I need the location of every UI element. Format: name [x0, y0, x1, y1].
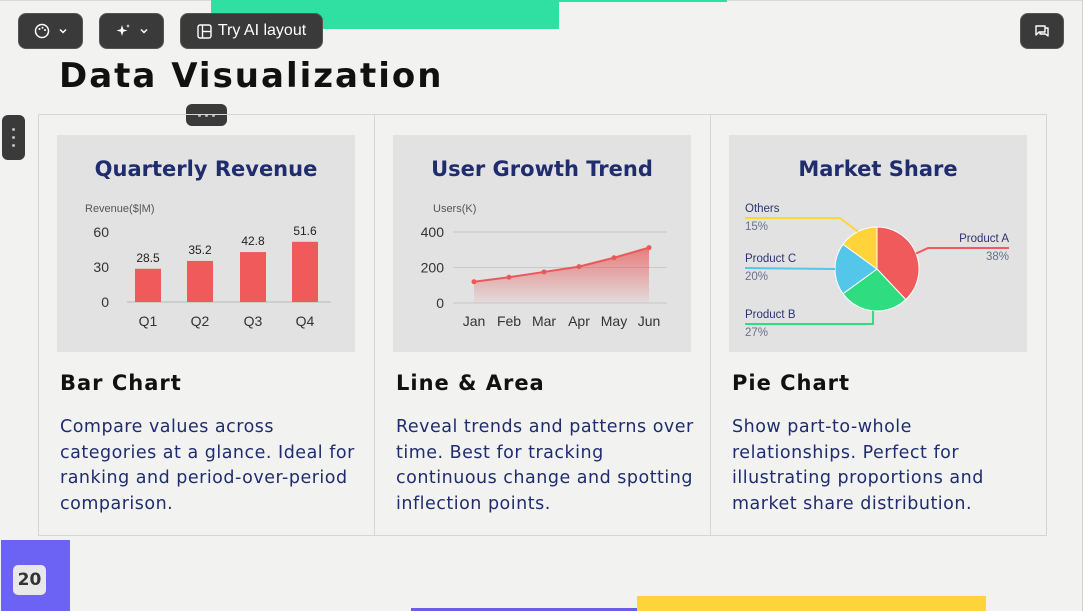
x-tick-label: Feb — [497, 313, 521, 329]
layout-icon — [197, 23, 212, 39]
data-point — [471, 279, 477, 285]
card-heading: Line & Area — [396, 371, 545, 395]
leader-line — [744, 267, 836, 270]
slice-name-label: Others — [745, 203, 780, 215]
slice-name-label: Product B — [745, 309, 796, 321]
x-tick-label: May — [601, 313, 627, 329]
y-tick-label: 30 — [93, 259, 109, 275]
page-title: Data Visualization — [59, 56, 444, 96]
y-tick-label: 200 — [421, 260, 445, 276]
y-tick-label: 400 — [421, 224, 445, 240]
data-label: 28.5 — [136, 251, 160, 265]
card-heading: Pie Chart — [732, 371, 851, 395]
chart-title: Quarterly Revenue — [94, 157, 318, 181]
card-heading: Bar Chart — [60, 371, 182, 395]
data-label: 51.6 — [293, 224, 317, 238]
x-tick-label: Jan — [463, 313, 486, 329]
decor-green-line — [559, 0, 727, 2]
x-tick-label: Q1 — [139, 313, 158, 329]
sparkle-icon — [116, 24, 130, 36]
y-tick-label: 60 — [93, 224, 109, 240]
slice-value-label: 15% — [745, 221, 768, 233]
y-tick-label: 0 — [436, 295, 444, 311]
series-line — [473, 246, 650, 283]
pie-slice — [876, 226, 920, 301]
x-tick-label: Q4 — [296, 313, 315, 329]
x-tick-label: Apr — [568, 313, 590, 329]
slide-number: 20 — [13, 565, 46, 595]
data-point — [541, 269, 547, 275]
line-area-chart: Users(K) 0 200 400 Jan Feb Mar Apr May Jun — [421, 203, 667, 329]
card-bar-chart[interactable]: Quarterly Revenue Revenue($|M) 0 30 60 28.5… — [39, 115, 375, 535]
data-label: 35.2 — [188, 243, 212, 257]
data-point — [611, 255, 617, 261]
bar — [135, 268, 161, 302]
bar-chart: Revenue($|M) 0 30 60 28.5 Q1 35.2 Q2 42.8 Q3 51.6… — [85, 203, 331, 329]
bar-chart-panel: Quarterly Revenue Revenue($|M) 0 30 60 28.5… — [57, 135, 355, 352]
magic-button[interactable] — [99, 13, 164, 49]
bar — [240, 252, 266, 302]
x-tick-label: Q2 — [191, 313, 210, 329]
try-ai-layout-label: Try AI layout — [217, 22, 307, 39]
chevron-down-icon — [139, 28, 148, 34]
card-description: Show part-to-whole relationships. Perfec… — [732, 417, 984, 514]
x-tick-label: Jun — [638, 313, 661, 329]
data-point — [576, 264, 582, 270]
comments-button[interactable] — [1020, 13, 1064, 49]
chart-title: User Growth Trend — [431, 157, 653, 181]
bar — [187, 260, 213, 302]
pie-chart: Product A 38% Product B 27% Product C 20% Othe… — [744, 203, 1009, 339]
card-grid: Quarterly Revenue Revenue($|M) 0 30 60 28.5… — [38, 114, 1047, 536]
card-description: Reveal trends and patterns over time. Be… — [396, 417, 694, 514]
leader-line — [745, 310, 875, 325]
card-line-chart[interactable]: User Growth Trend Users(K) 0 200 400 Jan Feb… — [375, 115, 711, 535]
chevron-down-icon — [58, 28, 67, 34]
line-chart-panel: User Growth Trend Users(K) 0 200 400 Jan Feb… — [393, 135, 691, 352]
data-label: 42.8 — [241, 234, 265, 248]
leader-line — [745, 217, 859, 233]
y-axis-label: Revenue($|M) — [85, 203, 155, 215]
slice-name-label: Product A — [959, 233, 1009, 245]
x-tick-label: Q3 — [244, 313, 263, 329]
try-ai-layout-button[interactable]: Try AI layout — [180, 13, 323, 49]
more-options-handle[interactable] — [186, 104, 227, 126]
decor-purple-bar — [411, 608, 637, 611]
y-tick-label: 0 — [101, 294, 109, 310]
comment-icon — [1035, 25, 1049, 37]
slice-value-label: 20% — [745, 271, 768, 283]
x-tick-label: Mar — [532, 313, 556, 329]
data-point — [506, 274, 512, 280]
pie-chart-panel: Market Share Product A 38% Product B 27% Pro… — [729, 135, 1027, 352]
slice-name-label: Product C — [745, 253, 796, 265]
slice-value-label: 27% — [745, 327, 768, 339]
slice-value-label: 38% — [986, 251, 1009, 263]
card-description: Compare values across categories at a gl… — [60, 417, 355, 514]
palette-icon — [34, 23, 49, 39]
leader-line — [915, 247, 1009, 255]
bar — [292, 241, 318, 302]
theme-palette-button[interactable] — [18, 13, 83, 49]
area-fill — [474, 247, 649, 303]
decor-yellow-bar — [637, 596, 986, 611]
card-pie-chart[interactable]: Market Share Product A 38% Product B 27% Pro… — [711, 115, 1046, 535]
data-point — [646, 245, 652, 251]
chart-title: Market Share — [798, 157, 958, 181]
block-drag-handle[interactable] — [2, 115, 25, 160]
slide-number-badge: 20 — [1, 540, 70, 611]
y-axis-label: Users(K) — [433, 203, 476, 215]
